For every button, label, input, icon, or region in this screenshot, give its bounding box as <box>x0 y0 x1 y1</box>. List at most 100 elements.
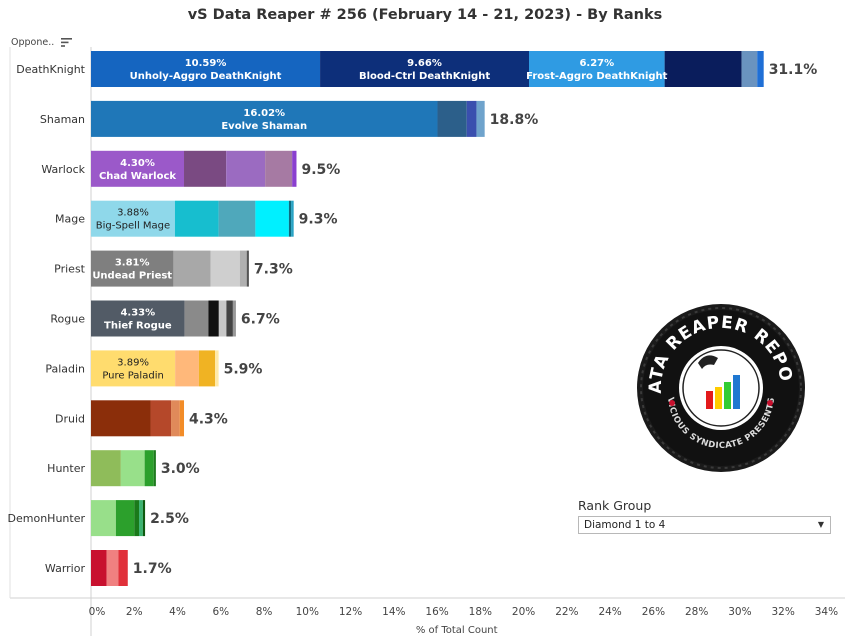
segment-percent-label: 9.66% <box>407 58 442 69</box>
bar-segment[interactable] <box>218 200 256 237</box>
bar-segment[interactable] <box>115 500 135 537</box>
bar-segment[interactable] <box>91 250 174 287</box>
bar-segment[interactable] <box>529 51 665 87</box>
bar-segment[interactable] <box>226 150 266 187</box>
x-tick-label: 8% <box>256 606 273 618</box>
x-tick-label: 22% <box>555 606 578 618</box>
x-tick-label: 12% <box>339 606 362 618</box>
bar-segment[interactable] <box>741 51 758 87</box>
bar-segment[interactable] <box>184 150 227 187</box>
category-label: Rogue <box>50 313 85 326</box>
bar-segment[interactable] <box>184 300 209 337</box>
bar-segment[interactable] <box>215 350 219 387</box>
rank-group-value: Diamond 1 to 4 <box>584 519 666 531</box>
bar-segment[interactable] <box>175 350 199 387</box>
segment-percent-label: 4.33% <box>120 308 155 319</box>
segment-percent-label: 3.89% <box>117 357 149 368</box>
category-label: Shaman <box>40 113 85 126</box>
bar-segment[interactable] <box>437 100 467 137</box>
segment-percent-label: 3.81% <box>115 258 150 269</box>
bar-total-label: 7.3% <box>254 262 293 278</box>
x-axis-title: % of Total Count <box>416 625 498 636</box>
bar-segment[interactable] <box>232 300 236 337</box>
bar-total-label: 9.5% <box>301 162 340 178</box>
segment-archetype-label: Frost-Aggro DeathKnight <box>526 71 668 82</box>
x-tick-label: 2% <box>126 606 143 618</box>
bar-segment[interactable] <box>320 51 530 87</box>
bar-segment[interactable] <box>91 350 176 387</box>
bar-segment[interactable] <box>239 250 247 287</box>
bar-segment[interactable] <box>91 450 121 487</box>
chart-axes <box>9 47 845 636</box>
chart-labels: 0% 2% 4% 6% 8% 10% 12% 14% 16% 18% 20% 22% 24% 26% 28%… <box>8 58 839 636</box>
bar-segment[interactable] <box>153 450 156 487</box>
bar-segment[interactable] <box>142 500 146 537</box>
dropdown-arrow-icon[interactable]: ▼ <box>817 520 824 529</box>
bar-segment[interactable] <box>91 150 185 187</box>
category-label: Hunter <box>47 462 85 475</box>
bar-segment[interactable] <box>91 200 175 237</box>
bar-segment[interactable] <box>664 51 742 87</box>
x-tick-label: 30% <box>728 606 751 618</box>
rank-group-label: Rank Group <box>578 498 652 513</box>
segment-archetype-label: Unholy-Aggro DeathKnight <box>130 71 282 82</box>
bar-segment[interactable] <box>476 100 485 137</box>
segment-archetype-label: Pure Paladin <box>102 370 164 381</box>
bar-segment[interactable] <box>91 300 185 337</box>
category-label: DemonHunter <box>8 512 86 525</box>
x-tick-label: 14% <box>382 606 405 618</box>
bar-segment[interactable] <box>139 500 143 537</box>
bar-total-label: 31.1% <box>769 62 818 78</box>
bar-segment[interactable] <box>208 300 219 337</box>
category-label: Druid <box>55 412 85 425</box>
bar-segment[interactable] <box>265 150 293 187</box>
bar-segment[interactable] <box>210 250 240 287</box>
bar-segment[interactable] <box>226 300 233 337</box>
x-tick-label: 24% <box>598 606 621 618</box>
bar-segment[interactable] <box>291 200 294 237</box>
segment-percent-label: 4.30% <box>120 158 155 169</box>
bar-segment[interactable] <box>173 250 211 287</box>
bar-segment[interactable] <box>91 100 438 137</box>
bar-total-label: 4.3% <box>189 411 228 427</box>
bar-segment[interactable] <box>120 450 145 487</box>
bar-segment[interactable] <box>106 550 119 586</box>
bar-segment[interactable] <box>179 400 185 437</box>
x-tick-label: 26% <box>642 606 665 618</box>
bar-segment[interactable] <box>255 200 289 237</box>
bar-segment[interactable] <box>118 550 128 586</box>
bar-segment[interactable] <box>144 450 154 487</box>
x-tick-label: 34% <box>815 606 838 618</box>
bar-total-label: 3.0% <box>161 461 200 477</box>
bar-segment[interactable] <box>218 300 227 337</box>
bar-segment[interactable] <box>171 400 180 437</box>
bar-segment[interactable] <box>91 500 116 537</box>
segment-archetype-label: Big-Spell Mage <box>96 221 170 232</box>
rank-group-dropdown[interactable]: Diamond 1 to 4 ▼ <box>578 516 831 534</box>
bar-segment[interactable] <box>91 400 151 437</box>
segment-archetype-label: Thief Rogue <box>104 321 172 332</box>
bar-segment[interactable] <box>198 350 216 387</box>
x-tick-label: 20% <box>512 606 535 618</box>
sort-header[interactable]: Oppone.. <box>11 37 73 48</box>
bar-segment[interactable] <box>466 100 477 137</box>
bar-segment[interactable] <box>174 200 219 237</box>
bar-total-label: 5.9% <box>224 361 263 377</box>
bar-segment[interactable] <box>288 200 292 237</box>
bar-segment[interactable] <box>91 51 321 87</box>
sort-icon[interactable] <box>61 38 73 47</box>
bar-segment[interactable] <box>246 250 249 287</box>
segment-percent-label: 16.02% <box>243 108 285 119</box>
chart-bars <box>91 51 764 586</box>
segment-archetype-label: Undead Priest <box>92 271 172 282</box>
x-tick-label: 28% <box>685 606 708 618</box>
category-label: Warlock <box>41 163 85 176</box>
bar-segment[interactable] <box>757 51 764 87</box>
bar-segment[interactable] <box>91 550 107 586</box>
bar-segment[interactable] <box>134 500 140 537</box>
bar-segment[interactable] <box>292 150 297 187</box>
sort-header-label: Oppone.. <box>11 37 55 48</box>
x-tick-label: 10% <box>296 606 319 618</box>
bar-segment[interactable] <box>150 400 172 437</box>
